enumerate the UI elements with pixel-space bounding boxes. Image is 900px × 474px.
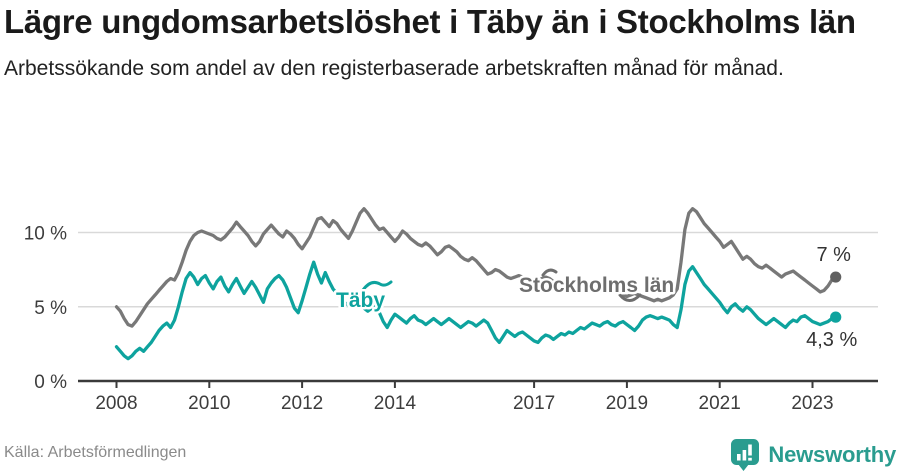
end-dot-stockholms-län — [830, 271, 842, 283]
line-chart: 0 % 5 % 10 % 2008 2010 2012 2014 2017 2019 2021 20… — [24, 207, 878, 414]
y-tick-label: 5 % — [34, 298, 67, 319]
x-tick-label: 2023 — [791, 393, 833, 414]
logo-bar-1 — [737, 454, 742, 461]
series-line-stockholms-län — [114, 207, 838, 328]
end-dot-täby — [830, 311, 842, 323]
x-tick-label: 2021 — [699, 393, 741, 414]
x-tick-label: 2012 — [281, 393, 323, 414]
chart-title: Lägre ungdomsarbetslöshet i Täby än i St… — [4, 3, 856, 40]
logo-exclamation-bar — [748, 444, 753, 456]
end-value-label: 4,3 % — [806, 329, 857, 351]
series-line-täby — [114, 260, 838, 361]
newsworthy-logo[interactable]: Newsworthy — [730, 438, 896, 472]
chart-header: Lägre ungdomsarbetslöshet i Täby än i St… — [4, 2, 880, 83]
x-tick-label: 2010 — [188, 393, 230, 414]
x-tick-label: 2008 — [95, 393, 137, 414]
x-tick-label: 2017 — [513, 393, 555, 414]
gridlines — [78, 231, 878, 308]
x-tick-label: 2014 — [374, 393, 417, 414]
chart-subtitle: Arbetssökande som andel av den registerb… — [4, 57, 784, 81]
end-value-label: 7 % — [816, 244, 851, 266]
brand-name: Newsworthy — [768, 442, 896, 467]
stockholm-label-chevron — [618, 293, 642, 302]
y-tick-label: 10 % — [24, 224, 67, 245]
source-note: Källa: Arbetsförmedlingen — [4, 444, 187, 461]
stockholm-label-caret — [541, 268, 558, 277]
series-labels: Täby Stockholms län — [334, 272, 677, 315]
end-markers: 7 % 4,3 % — [806, 244, 857, 351]
logo-exclamation-dot — [748, 457, 753, 461]
series-label-stockholms-län: Stockholms län — [519, 274, 674, 297]
taby-label-swoosh — [361, 280, 393, 292]
x-tick-label: 2019 — [606, 393, 648, 414]
logo-pin-tail — [738, 464, 750, 471]
y-tick-label: 0 % — [34, 372, 67, 393]
series-label-täby: Täby — [336, 289, 385, 312]
logo-bar-2 — [743, 450, 747, 461]
newsworthy-icon — [731, 439, 760, 471]
axes: 0 % 5 % 10 % 2008 2010 2012 2014 2017 2019 2021 20… — [24, 224, 878, 414]
annotation-arrows — [361, 268, 642, 302]
series-lines — [114, 207, 838, 361]
